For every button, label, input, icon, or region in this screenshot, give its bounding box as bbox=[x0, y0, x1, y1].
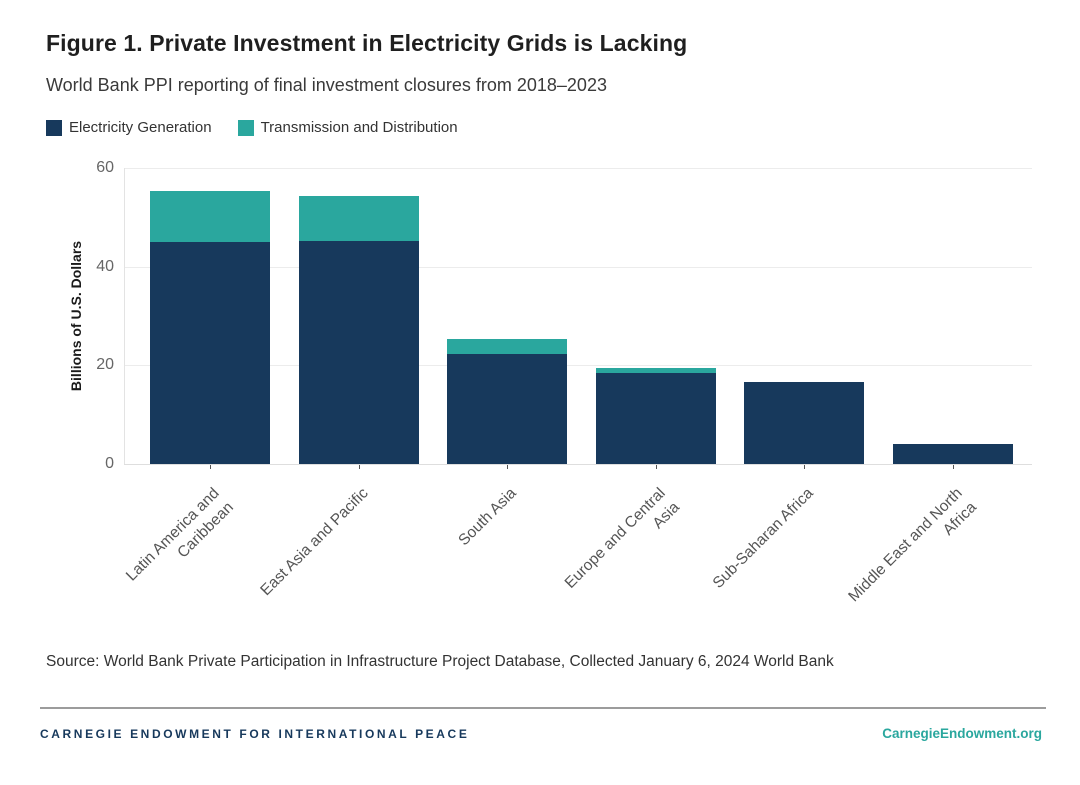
bar-segment-transmission-and-distribution-latin-america-and-caribbean bbox=[150, 191, 270, 242]
bar-segment-electricity-generation-europe-and-central-asia bbox=[595, 372, 716, 464]
x-tick-east-asia-and-pacific bbox=[358, 465, 360, 469]
source-note: Source: World Bank Private Participation… bbox=[46, 653, 834, 670]
gridline-60 bbox=[124, 168, 1032, 169]
bar-segment-electricity-generation-middle-east-and-north-africa bbox=[892, 443, 1013, 464]
chart-legend: Electricity Generation Transmission and … bbox=[46, 119, 458, 136]
legend-label-transmission: Transmission and Distribution bbox=[260, 119, 458, 136]
bar-segment-electricity-generation-sub-saharan-africa bbox=[744, 382, 864, 464]
transmission-swatch-icon bbox=[237, 119, 254, 136]
bar-segment-electricity-generation-south-asia bbox=[447, 354, 567, 464]
gridline-40 bbox=[124, 266, 1032, 268]
bar-segment-electricity-generation-latin-america-and-caribbean bbox=[150, 242, 270, 464]
bar-segment-electricity-generation-east-asia-and-pacific bbox=[298, 240, 419, 464]
x-axis-baseline bbox=[124, 464, 1032, 465]
bar-segment-transmission-and-distribution-east-asia-and-pacific bbox=[298, 195, 419, 241]
bar-segment-transmission-and-distribution-europe-and-central-asia bbox=[595, 367, 716, 373]
legend-item-transmission: Transmission and Distribution bbox=[237, 119, 458, 136]
x-tick-south-asia bbox=[507, 465, 508, 469]
footer-site-link[interactable]: CarnegieEndowment.org bbox=[882, 726, 1042, 741]
legend-label-generation: Electricity Generation bbox=[69, 119, 212, 136]
figure-title: Figure 1. Private Investment in Electric… bbox=[46, 30, 688, 56]
legend-item-generation: Electricity Generation bbox=[46, 119, 212, 136]
stacked-bar-chart: Billions of U.S. Dollars 0 20 40 60 Latin Am… bbox=[68, 159, 1032, 605]
x-tick-middle-east-and-north-africa bbox=[952, 465, 954, 469]
x-tick-sub-saharan-africa bbox=[804, 465, 805, 469]
y-axis-line bbox=[124, 168, 125, 464]
y-tick-20: 20 bbox=[96, 356, 114, 374]
footer-divider bbox=[40, 707, 1046, 709]
gridline-20 bbox=[124, 365, 1032, 367]
y-tick-60: 60 bbox=[96, 159, 114, 176]
x-tick-europe-and-central-asia bbox=[655, 465, 657, 469]
category-label-middle-east-and-north-africa: Middle East and North Africa bbox=[844, 484, 980, 606]
bar-segment-transmission-and-distribution-south-asia bbox=[447, 338, 567, 355]
y-tick-0: 0 bbox=[105, 455, 114, 472]
figure-subtitle: World Bank PPI reporting of final invest… bbox=[46, 75, 607, 95]
generation-swatch-icon bbox=[46, 119, 62, 136]
y-tick-40: 40 bbox=[96, 257, 114, 275]
category-label-south-asia: South Asia bbox=[455, 484, 520, 550]
x-tick-latin-america-and-caribbean bbox=[210, 465, 211, 469]
footer-org-name: CARNEGIE ENDOWMENT FOR INTERNATIONAL PEA… bbox=[40, 727, 470, 741]
